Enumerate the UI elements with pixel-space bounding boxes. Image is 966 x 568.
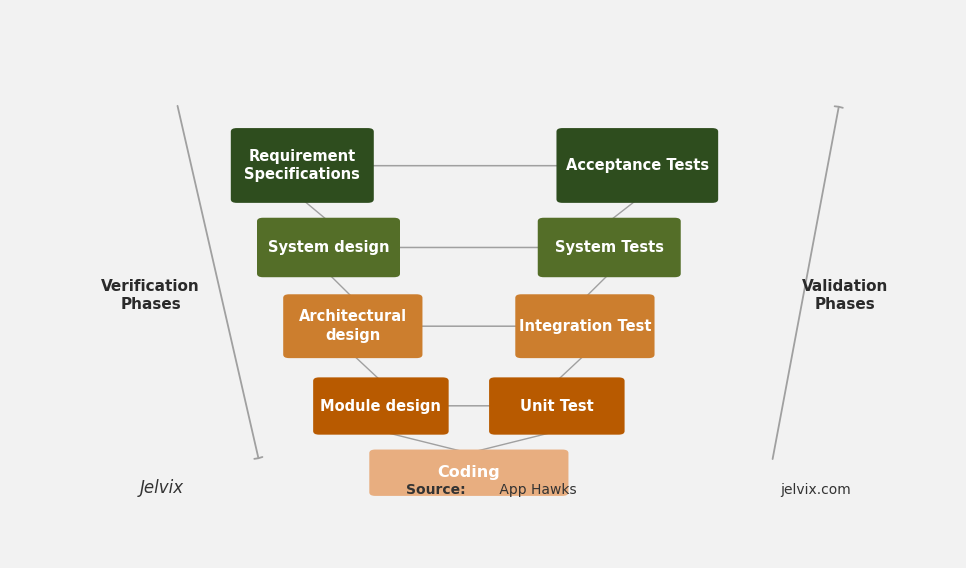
Text: Requirement
Specifications: Requirement Specifications <box>244 149 360 182</box>
FancyBboxPatch shape <box>369 449 568 496</box>
Text: System design: System design <box>268 240 389 255</box>
Text: System Tests: System Tests <box>554 240 664 255</box>
Text: Jelvix: Jelvix <box>139 479 184 497</box>
FancyBboxPatch shape <box>515 294 655 358</box>
Text: Coding: Coding <box>438 465 500 480</box>
Text: App Hawks: App Hawks <box>496 483 577 497</box>
FancyBboxPatch shape <box>313 377 448 435</box>
Text: Integration Test: Integration Test <box>519 319 651 334</box>
Text: Verification
Phases: Verification Phases <box>101 279 200 312</box>
FancyBboxPatch shape <box>556 128 718 203</box>
FancyBboxPatch shape <box>283 294 422 358</box>
Text: Architectural
design: Architectural design <box>298 310 407 343</box>
Text: Module design: Module design <box>321 399 441 414</box>
FancyBboxPatch shape <box>489 377 625 435</box>
Text: Validation
Phases: Validation Phases <box>802 279 889 312</box>
FancyBboxPatch shape <box>257 218 400 277</box>
Text: Unit Test: Unit Test <box>520 399 594 414</box>
FancyBboxPatch shape <box>538 218 681 277</box>
Text: Acceptance Tests: Acceptance Tests <box>566 158 709 173</box>
FancyBboxPatch shape <box>231 128 374 203</box>
Text: jelvix.com: jelvix.com <box>780 483 851 497</box>
Text: Source:: Source: <box>406 483 466 497</box>
